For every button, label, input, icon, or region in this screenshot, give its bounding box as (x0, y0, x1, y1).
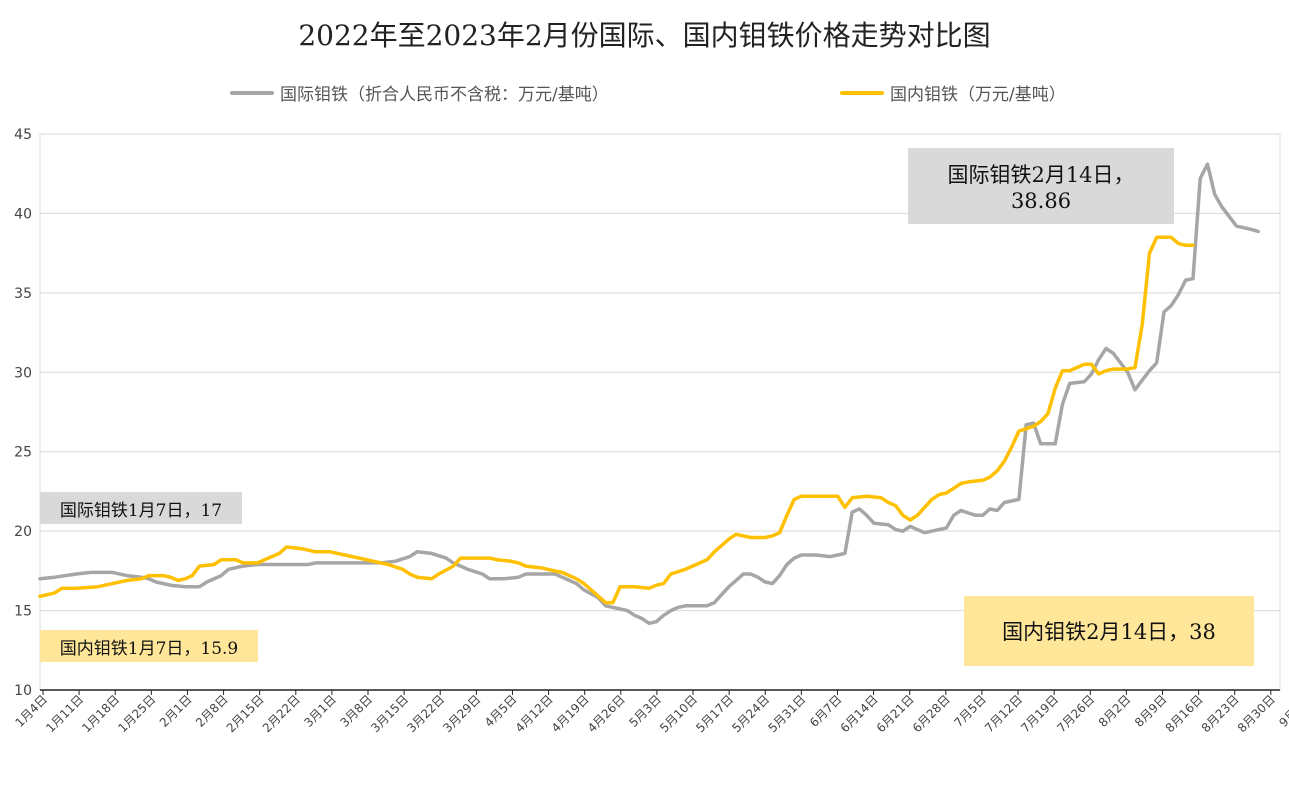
y-tick-label: 15 (14, 604, 32, 620)
legend-swatch-domestic (840, 90, 884, 95)
series-line-international (38, 162, 1260, 626)
x-tick-label: 3月29日 (440, 692, 483, 735)
y-tick-label: 20 (14, 524, 32, 540)
x-tick-label: 6月21日 (874, 692, 917, 735)
chart-title: 2022年至2023年2月份国际、国内钼铁价格走势对比图 (298, 19, 991, 52)
y-tick-label: 25 (14, 445, 32, 461)
x-tick-label: 5月24日 (729, 692, 772, 735)
legend-item-domestic: 国内钼铁（万元/基吨） (840, 80, 1066, 105)
x-tick-label: 7月26日 (1054, 692, 1097, 735)
x-tick-label: 8月23日 (1199, 692, 1242, 735)
series-line-domestic (38, 235, 1195, 605)
x-tick-label: 5月17日 (693, 692, 736, 735)
x-tick-label: 2月1日 (157, 692, 195, 730)
x-tick-label: 8月2日 (1096, 692, 1134, 730)
x-tick-label: 7月12日 (982, 692, 1025, 735)
x-tick-label: 6月14日 (838, 692, 881, 735)
callout-dom-feb14: 国内钼铁2月14日，38 (964, 596, 1254, 666)
legend-label-domestic: 国内钼铁（万元/基吨） (890, 85, 1066, 105)
legend-item-international: 国际钼铁（折合人民币不含税：万元/基吨） (230, 80, 609, 105)
x-tick-label: 6月28日 (910, 692, 953, 735)
x-tick-label: 3月22日 (404, 692, 447, 735)
y-tick-label: 45 (14, 127, 32, 143)
x-tick-label: 3月15日 (368, 692, 411, 735)
x-tick-label: 8月30日 (1235, 692, 1278, 735)
callout-intl-feb14-line2: 38.86 (1010, 189, 1072, 213)
y-tick-label: 35 (14, 286, 32, 302)
x-tick-label: 3月1日 (301, 692, 339, 730)
x-tick-label: 8月16日 (1163, 692, 1206, 735)
gridlines (39, 133, 1281, 691)
callout-dom-jan7: 国内钼铁1月7日，15.9 (40, 630, 258, 662)
x-tick-label: 4月26日 (585, 692, 628, 735)
legend-swatch-international (230, 90, 274, 95)
y-tick-label: 30 (14, 365, 32, 381)
callout-intl-jan7: 国际钼铁1月7日，17 (40, 492, 242, 524)
legend-label-international: 国际钼铁（折合人民币不含税：万元/基吨） (280, 85, 609, 105)
x-tick-label: 2月15日 (224, 692, 267, 735)
x-tick-label: 1月25日 (115, 692, 158, 735)
x-tick-label: 1月18日 (79, 692, 122, 735)
x-tick-label: 5月31日 (765, 692, 808, 735)
y-tick-label: 40 (14, 206, 32, 222)
y-tick-label: 10 (14, 683, 32, 699)
callout-intl-feb14: 国际钼铁2月14日， 38.86 (908, 148, 1174, 224)
x-tick-label: 2月22日 (260, 692, 303, 735)
x-tick-label: 9月6日 (1276, 692, 1289, 730)
x-tick-label: 5月10日 (657, 692, 700, 735)
x-tick-label: 7月19日 (1018, 692, 1061, 735)
x-tick-label: 4月12日 (513, 692, 556, 735)
series-lines (38, 162, 1260, 626)
x-tick-label: 1月11日 (43, 692, 86, 735)
x-tick-label: 4月19日 (549, 692, 592, 735)
callout-intl-feb14-line1: 国际钼铁2月14日， (947, 163, 1135, 187)
